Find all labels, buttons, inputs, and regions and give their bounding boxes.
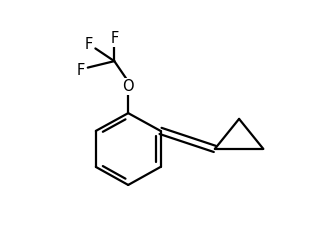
- Text: F: F: [77, 63, 85, 78]
- Text: F: F: [110, 30, 118, 46]
- Text: O: O: [122, 79, 134, 94]
- Text: F: F: [85, 37, 93, 53]
